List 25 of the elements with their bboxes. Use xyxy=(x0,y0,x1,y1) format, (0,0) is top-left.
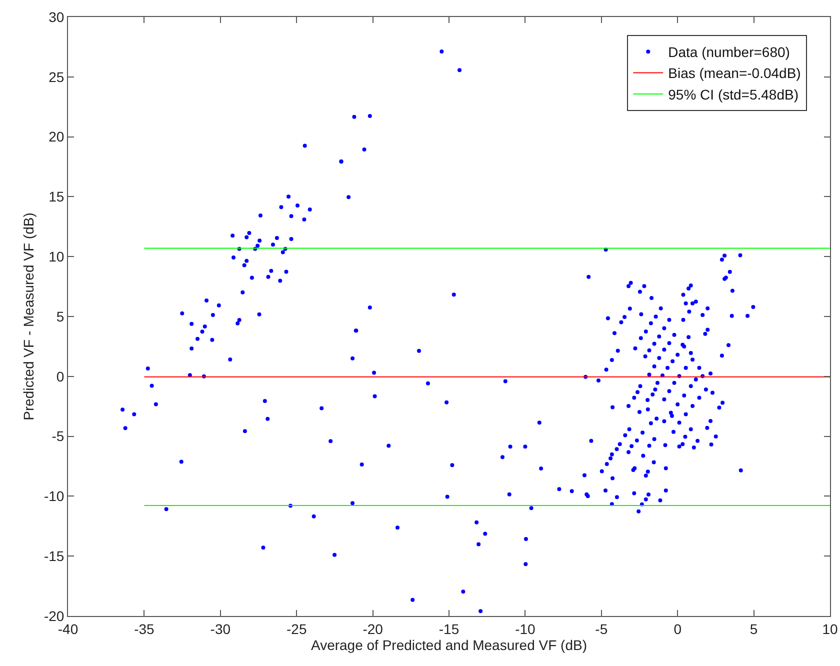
y-tick-label: 10 xyxy=(48,248,64,264)
y-tick-label: 30 xyxy=(48,8,64,25)
y-tick-label: -5 xyxy=(52,428,64,444)
y-tick-label: 15 xyxy=(48,188,64,205)
y-tick-label: 25 xyxy=(48,68,64,85)
y-tick-label: -10 xyxy=(44,488,64,504)
x-tick-label: -35 xyxy=(134,620,155,637)
x-tick-label: -20 xyxy=(362,620,384,637)
x-tick-label: 5 xyxy=(750,620,758,637)
y-tick-label: 0 xyxy=(56,368,64,384)
y-axis-title: Predicted VF - Measured VF (dB) xyxy=(20,212,37,420)
x-axis-title: Average of Predicted and Measured VF (dB) xyxy=(310,637,588,654)
y-tick-label: -15 xyxy=(44,548,64,564)
x-tick-label: -15 xyxy=(438,620,460,637)
y-tick-label: 5 xyxy=(56,308,64,324)
x-tick-label: 10 xyxy=(822,620,838,637)
y-tick-label: 20 xyxy=(48,128,64,145)
x-tick-label: 0 xyxy=(674,620,682,637)
x-tick-label: -5 xyxy=(595,620,608,637)
x-tick-label: -10 xyxy=(515,620,536,637)
legend-label: 95% CI (std=5.48dB) xyxy=(668,86,798,102)
x-tick-label: -30 xyxy=(210,620,231,637)
legend-label: Data (number=680) xyxy=(668,44,790,60)
x-tick-label: -25 xyxy=(286,620,307,637)
legend-label: Bias (mean=-0.04dB) xyxy=(668,65,801,82)
